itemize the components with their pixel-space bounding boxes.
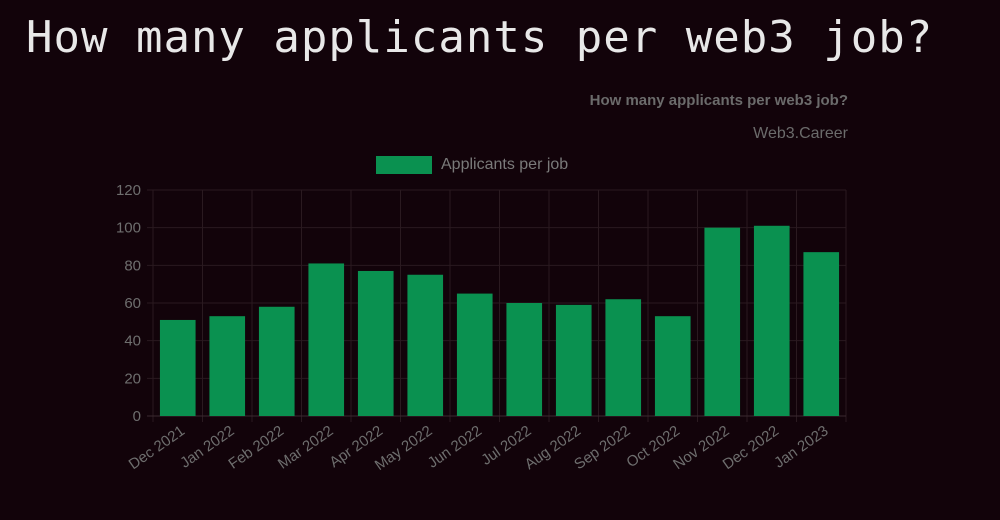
- legend-label: Applicants per job: [441, 156, 569, 173]
- chart-title: How many applicants per web3 job?: [589, 92, 848, 109]
- bar: [209, 316, 246, 416]
- page-heading: How many applicants per web3 job?: [26, 12, 934, 63]
- y-tick-label: 60: [124, 295, 141, 312]
- x-tick-label: Dec 2021: [126, 422, 188, 473]
- bar: [407, 274, 444, 416]
- chart-legend[interactable]: Applicants per job: [376, 156, 568, 174]
- legend-swatch: [376, 156, 432, 174]
- bar: [555, 304, 592, 416]
- bar: [803, 252, 840, 416]
- bar: [753, 225, 790, 416]
- x-tick-label: Sep 2022: [571, 422, 633, 473]
- x-tick-label: Jun 2022: [425, 422, 485, 471]
- bar: [357, 270, 394, 416]
- y-tick-label: 100: [116, 220, 141, 237]
- bar: [308, 263, 345, 416]
- x-tick-label: Mar 2022: [275, 422, 337, 472]
- y-tick-label: 40: [124, 333, 141, 350]
- x-tick-label: Dec 2022: [720, 422, 782, 473]
- y-tick-label: 120: [116, 182, 141, 199]
- y-tick-label: 0: [133, 408, 141, 425]
- bar: [258, 306, 295, 416]
- bar: [159, 319, 196, 416]
- x-tick-label: Feb 2022: [225, 422, 287, 472]
- bar: [456, 293, 493, 416]
- bar: [654, 316, 691, 416]
- bar: [605, 299, 642, 416]
- chart-subtitle: Web3.Career: [753, 125, 848, 142]
- x-tick-label: Jan 2023: [771, 422, 831, 471]
- y-tick-label: 80: [124, 257, 141, 274]
- y-tick-label: 20: [124, 370, 141, 387]
- bar: [506, 303, 543, 416]
- bar: [704, 227, 741, 416]
